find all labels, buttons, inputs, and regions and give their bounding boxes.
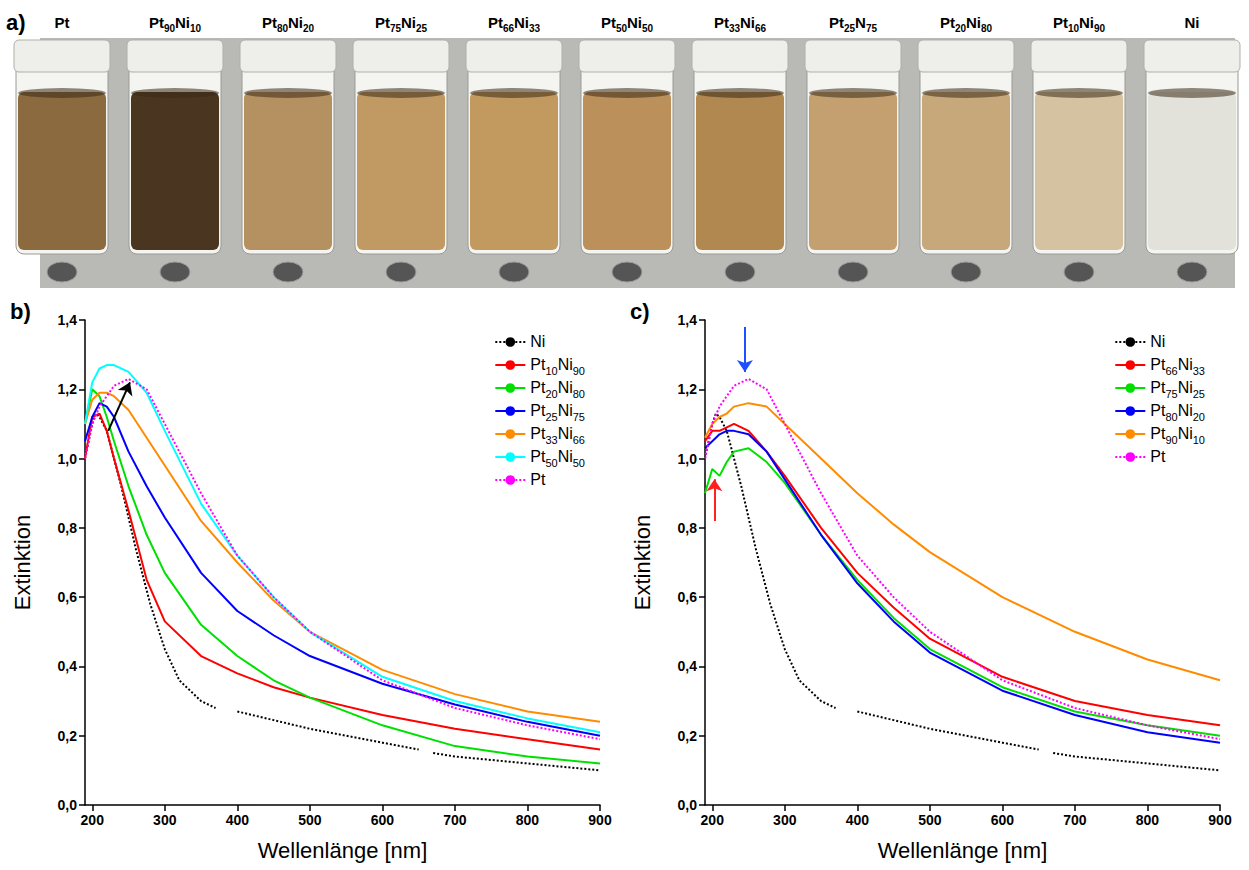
svg-text:90: 90 [573, 365, 585, 377]
svg-text:1,2: 1,2 [678, 381, 698, 397]
svg-text:0,4: 0,4 [678, 658, 698, 674]
svg-text:1,4: 1,4 [678, 312, 698, 328]
svg-text:20: 20 [545, 388, 557, 400]
svg-text:Ni: Ni [558, 402, 573, 419]
svg-text:Pt: Pt [530, 425, 546, 442]
svg-text:80: 80 [573, 388, 585, 400]
svg-text:Pt: Pt [530, 448, 546, 465]
svg-text:800: 800 [516, 812, 540, 828]
svg-text:0,2: 0,2 [678, 728, 698, 744]
svg-text:Pt: Pt [1150, 379, 1166, 396]
svg-text:700: 700 [443, 812, 467, 828]
svg-text:Pt: Pt [530, 402, 546, 419]
svg-text:1,0: 1,0 [58, 451, 78, 467]
svg-text:90: 90 [1165, 434, 1177, 446]
svg-text:Ni: Ni [558, 448, 573, 465]
svg-text:Ni: Ni [558, 425, 573, 442]
svg-text:c): c) [630, 299, 650, 324]
svg-text:Ni: Ni [1185, 14, 1200, 31]
svg-text:200: 200 [81, 812, 105, 828]
svg-text:Pt: Pt [530, 379, 546, 396]
svg-text:25: 25 [1193, 388, 1205, 400]
svg-text:10: 10 [545, 365, 557, 377]
svg-text:a): a) [6, 10, 26, 35]
svg-text:Pt: Pt [1150, 356, 1166, 373]
svg-text:Ni: Ni [1178, 425, 1193, 442]
svg-text:Ni: Ni [1150, 333, 1165, 350]
svg-text:Ni: Ni [1178, 402, 1193, 419]
svg-text:500: 500 [918, 812, 942, 828]
svg-text:25: 25 [545, 411, 557, 423]
svg-text:80: 80 [1165, 411, 1177, 423]
svg-text:Pt: Pt [1150, 448, 1166, 465]
svg-text:Pt66Ni33: Pt66Ni33 [488, 14, 541, 34]
svg-text:900: 900 [1208, 812, 1232, 828]
svg-text:Pt: Pt [530, 471, 546, 488]
svg-text:0,8: 0,8 [58, 520, 78, 536]
svg-text:0,4: 0,4 [58, 658, 78, 674]
svg-text:75: 75 [573, 411, 585, 423]
svg-text:700: 700 [1063, 812, 1087, 828]
svg-text:Ni: Ni [558, 356, 573, 373]
svg-text:Pt: Pt [530, 356, 546, 373]
svg-text:33: 33 [545, 434, 557, 446]
svg-text:20: 20 [1193, 411, 1205, 423]
svg-text:Pt: Pt [1150, 402, 1166, 419]
svg-text:300: 300 [153, 812, 177, 828]
svg-text:0,0: 0,0 [58, 797, 78, 813]
svg-text:1,4: 1,4 [58, 312, 78, 328]
svg-text:600: 600 [991, 812, 1015, 828]
svg-text:0,6: 0,6 [58, 589, 78, 605]
svg-text:Pt90Ni10: Pt90Ni10 [149, 14, 202, 34]
svg-text:400: 400 [226, 812, 250, 828]
svg-text:Wellenlänge [nm]: Wellenlänge [nm] [258, 838, 428, 863]
svg-text:900: 900 [588, 812, 612, 828]
svg-text:0,6: 0,6 [678, 589, 698, 605]
svg-text:Pt80Ni20: Pt80Ni20 [262, 14, 315, 34]
svg-text:Pt20Ni80: Pt20Ni80 [940, 14, 993, 34]
svg-text:Ni: Ni [1178, 356, 1193, 373]
svg-text:Extinktion: Extinktion [630, 515, 655, 610]
svg-text:66: 66 [573, 434, 585, 446]
svg-text:75: 75 [1165, 388, 1177, 400]
svg-text:600: 600 [371, 812, 395, 828]
svg-text:Pt50Ni50: Pt50Ni50 [601, 14, 654, 34]
svg-text:b): b) [10, 299, 31, 324]
svg-text:300: 300 [773, 812, 797, 828]
svg-text:10: 10 [1193, 434, 1205, 446]
svg-text:Pt33Ni66: Pt33Ni66 [714, 14, 767, 34]
svg-text:Pt: Pt [55, 14, 70, 31]
svg-text:50: 50 [545, 457, 557, 469]
svg-text:Pt10Ni90: Pt10Ni90 [1053, 14, 1106, 34]
svg-text:0,2: 0,2 [58, 728, 78, 744]
svg-text:0,0: 0,0 [678, 797, 698, 813]
svg-text:400: 400 [846, 812, 870, 828]
svg-text:200: 200 [701, 812, 725, 828]
svg-text:800: 800 [1136, 812, 1160, 828]
svg-text:Ni: Ni [1178, 379, 1193, 396]
svg-text:33: 33 [1193, 365, 1205, 377]
svg-text:Wellenlänge [nm]: Wellenlänge [nm] [878, 838, 1048, 863]
svg-text:0,8: 0,8 [678, 520, 698, 536]
svg-text:Ni: Ni [558, 379, 573, 396]
svg-text:Extinktion: Extinktion [10, 515, 35, 610]
svg-text:Pt25N75: Pt25N75 [829, 14, 878, 34]
svg-text:500: 500 [298, 812, 322, 828]
svg-text:66: 66 [1165, 365, 1177, 377]
svg-text:1,2: 1,2 [58, 381, 78, 397]
svg-text:1,0: 1,0 [678, 451, 698, 467]
svg-text:Ni: Ni [530, 333, 545, 350]
svg-text:Pt75Ni25: Pt75Ni25 [375, 14, 428, 34]
svg-text:Pt: Pt [1150, 425, 1166, 442]
svg-text:50: 50 [573, 457, 585, 469]
